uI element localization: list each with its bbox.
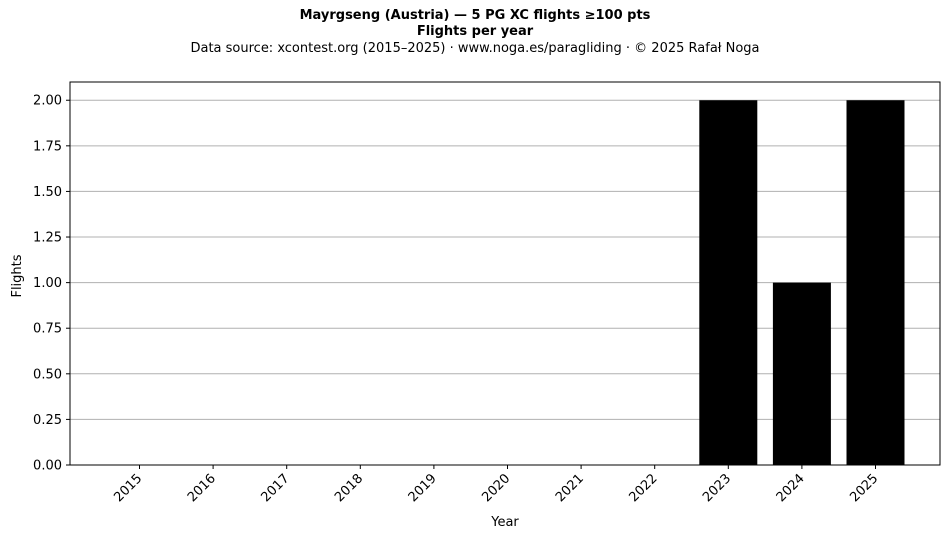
y-tick-label: 0.00	[33, 459, 62, 474]
x-tick-label: 2024	[774, 471, 808, 505]
y-tick-label: 1.50	[33, 185, 62, 200]
y-tick-label: 0.75	[33, 322, 62, 337]
x-axis-label: Year	[490, 515, 519, 530]
bars	[699, 100, 905, 465]
chart-title-block: Mayrgseng (Austria) — 5 PG XC flights ≥1…	[0, 8, 950, 57]
chart-title-secondary: Flights per year	[416, 24, 534, 39]
y-tick-label: 0.25	[33, 413, 62, 428]
y-tick-label: 1.00	[33, 276, 62, 291]
y-tick-label: 1.25	[33, 231, 62, 246]
x-tick-label: 2022	[627, 471, 661, 505]
x-tick-label: 2021	[553, 471, 587, 505]
y-axis-label: Flights	[10, 254, 25, 297]
y-tick-label: 2.00	[33, 94, 62, 109]
chart-title: Mayrgseng (Austria) — 5 PG XC flights ≥1…	[299, 8, 651, 23]
x-tick-label: 2017	[259, 471, 293, 505]
x-tick-label: 2020	[479, 471, 513, 505]
plot-area-frame	[69, 81, 941, 466]
x-tick-label: 2018	[332, 471, 366, 505]
bar-2025	[846, 100, 905, 465]
y-tick-label: 1.75	[33, 139, 62, 154]
x-tick-label: 2023	[700, 471, 734, 505]
y-axis: 0.00 0.25 0.50 0.75 1.00 1.25 1.50 1.75 2.00	[33, 94, 70, 474]
x-tick-label: 2016	[185, 471, 219, 505]
y-tick-label: 0.50	[33, 367, 62, 382]
chart-subtitle: Data source: xcontest.org (2015–2025) · …	[190, 41, 760, 56]
x-tick-label: 2019	[406, 471, 440, 505]
bar-2023	[699, 100, 758, 465]
bar-2024	[772, 282, 831, 465]
x-axis: 2015 2016 2017 2018 2019 2020 2021 2022 2023 2024…	[111, 465, 881, 505]
x-tick-label: 2025	[847, 471, 881, 505]
x-tick-label: 2015	[111, 471, 145, 505]
